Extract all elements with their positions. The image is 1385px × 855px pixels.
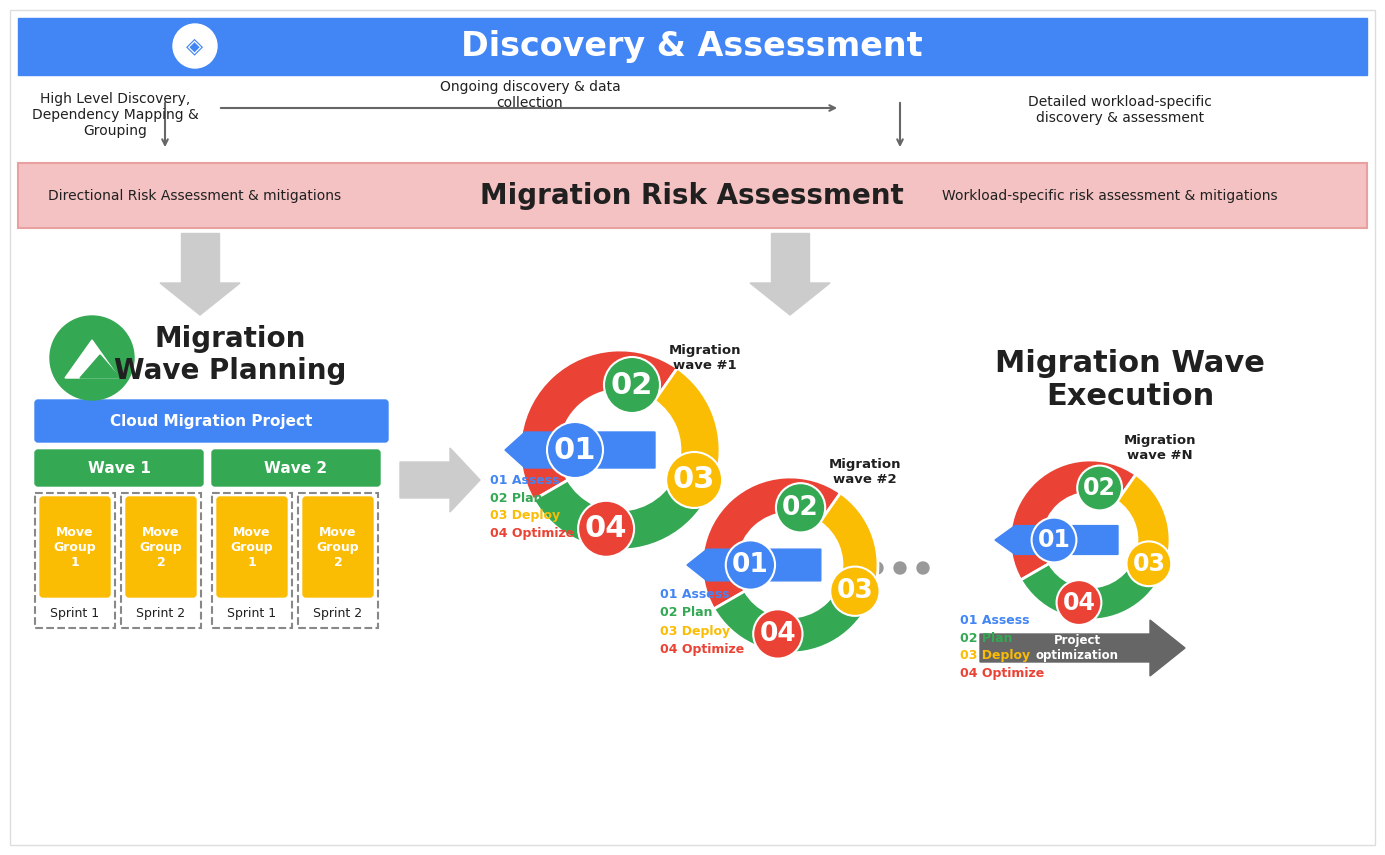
FancyBboxPatch shape [40, 497, 109, 597]
Text: Migration
Wave Planning: Migration Wave Planning [114, 325, 346, 386]
Circle shape [871, 562, 884, 574]
Text: Sprint 1: Sprint 1 [50, 608, 100, 621]
Polygon shape [981, 620, 1186, 676]
Text: High Level Discovery,
Dependency Mapping &
Grouping: High Level Discovery, Dependency Mapping… [32, 91, 198, 139]
Circle shape [173, 24, 217, 68]
Text: 01 Assess: 01 Assess [490, 474, 560, 486]
Wedge shape [1116, 475, 1170, 554]
Circle shape [893, 562, 906, 574]
Text: 03: 03 [837, 578, 874, 604]
Circle shape [753, 610, 802, 658]
FancyBboxPatch shape [217, 497, 287, 597]
Circle shape [917, 562, 929, 574]
Text: Migration
wave #N: Migration wave #N [1123, 434, 1197, 462]
Wedge shape [655, 369, 720, 468]
Circle shape [726, 540, 776, 590]
FancyBboxPatch shape [212, 450, 379, 486]
Text: 04 Optimize: 04 Optimize [960, 668, 1044, 681]
FancyBboxPatch shape [18, 163, 1367, 228]
Text: 03: 03 [673, 465, 716, 494]
Text: 01 Assess: 01 Assess [661, 588, 730, 602]
Polygon shape [506, 432, 655, 468]
Text: Migration
wave #1: Migration wave #1 [669, 344, 741, 372]
Circle shape [547, 422, 602, 478]
Text: 04 Optimize: 04 Optimize [490, 528, 575, 540]
FancyBboxPatch shape [120, 493, 201, 628]
Text: Directional Risk Assessment & mitigations: Directional Risk Assessment & mitigation… [48, 189, 342, 203]
FancyBboxPatch shape [35, 450, 204, 486]
Polygon shape [751, 283, 830, 315]
Wedge shape [820, 493, 878, 581]
Text: 01 Assess: 01 Assess [960, 614, 1029, 627]
Polygon shape [161, 283, 240, 315]
Text: 03 Deploy: 03 Deploy [960, 650, 1030, 663]
Circle shape [578, 501, 634, 557]
FancyBboxPatch shape [303, 497, 373, 597]
Text: Migration Wave
Execution: Migration Wave Execution [994, 349, 1265, 411]
Circle shape [1057, 581, 1101, 625]
Polygon shape [65, 340, 119, 378]
Wedge shape [519, 350, 677, 500]
Text: 03: 03 [1133, 551, 1165, 575]
Polygon shape [80, 355, 120, 378]
Polygon shape [400, 448, 481, 512]
Text: 02: 02 [783, 495, 819, 521]
FancyBboxPatch shape [35, 400, 388, 442]
Polygon shape [687, 549, 821, 581]
Wedge shape [1010, 460, 1136, 580]
Circle shape [1126, 541, 1172, 587]
Text: Sprint 2: Sprint 2 [137, 608, 186, 621]
Text: Wave 1: Wave 1 [87, 461, 151, 475]
Text: Migration Risk Assessment: Migration Risk Assessment [481, 182, 904, 210]
Polygon shape [994, 526, 1118, 554]
Text: 03 Deploy: 03 Deploy [490, 510, 560, 522]
Text: 02: 02 [611, 370, 654, 399]
Text: Move
Group
2: Move Group 2 [317, 526, 359, 569]
Circle shape [604, 357, 661, 413]
Wedge shape [702, 477, 841, 609]
Circle shape [50, 316, 134, 400]
Text: 04: 04 [584, 515, 627, 543]
Text: 02: 02 [1083, 476, 1116, 500]
Text: Wave 2: Wave 2 [265, 461, 328, 475]
Polygon shape [181, 233, 219, 283]
Circle shape [1078, 466, 1122, 510]
Text: Move
Group
1: Move Group 1 [54, 526, 97, 569]
Text: ◈: ◈ [187, 36, 204, 56]
Text: Sprint 1: Sprint 1 [227, 608, 277, 621]
Text: 04 Optimize: 04 Optimize [661, 642, 744, 656]
FancyBboxPatch shape [18, 18, 1367, 75]
Text: Workload-specific risk assessment & mitigations: Workload-specific risk assessment & miti… [942, 189, 1278, 203]
Text: Project
optimization: Project optimization [1036, 634, 1119, 662]
Text: Sprint 2: Sprint 2 [313, 608, 363, 621]
Wedge shape [533, 461, 719, 550]
Text: Ongoing discovery & data
collection: Ongoing discovery & data collection [439, 80, 620, 110]
Text: Migration
wave #2: Migration wave #2 [828, 458, 902, 486]
Circle shape [666, 452, 722, 508]
Text: Discovery & Assessment: Discovery & Assessment [461, 30, 922, 62]
Circle shape [1032, 517, 1076, 563]
FancyBboxPatch shape [298, 493, 378, 628]
Text: 02 Plan: 02 Plan [960, 632, 1012, 645]
Text: Detailed workload-specific
discovery & assessment: Detailed workload-specific discovery & a… [1028, 95, 1212, 125]
Text: 02 Plan: 02 Plan [661, 606, 712, 620]
Text: 01: 01 [1037, 528, 1071, 552]
Text: 04: 04 [1062, 591, 1096, 615]
Polygon shape [771, 233, 809, 283]
Text: 04: 04 [759, 621, 796, 647]
Text: 01: 01 [731, 552, 769, 578]
Text: Move
Group
2: Move Group 2 [140, 526, 183, 569]
Circle shape [776, 483, 825, 533]
FancyBboxPatch shape [126, 497, 197, 597]
Text: 01: 01 [554, 435, 597, 464]
Wedge shape [713, 574, 877, 653]
Wedge shape [1021, 548, 1169, 620]
Circle shape [830, 567, 879, 616]
Text: 03 Deploy: 03 Deploy [661, 624, 730, 638]
FancyBboxPatch shape [212, 493, 292, 628]
Text: Cloud Migration Project: Cloud Migration Project [109, 414, 312, 428]
Text: 02 Plan: 02 Plan [490, 492, 543, 504]
Text: Move
Group
1: Move Group 1 [231, 526, 273, 569]
FancyBboxPatch shape [35, 493, 115, 628]
